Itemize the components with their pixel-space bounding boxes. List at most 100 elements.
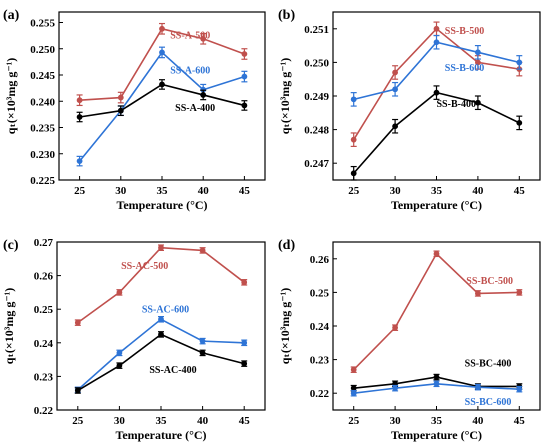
y-tick-label: 0.26 xyxy=(34,271,54,283)
data-point xyxy=(200,92,207,98)
x-tick-label: 45 xyxy=(239,415,251,427)
x-tick-label: 30 xyxy=(390,415,402,427)
y-tick-label: 0.255 xyxy=(30,18,55,30)
data-point xyxy=(392,86,399,93)
series-label: SS-A-500 xyxy=(170,31,210,42)
chart-panel-3: (c) 0.22 0.23 0.24 0.25 0.26 0.27 25 30 35 40 45 Tem… xyxy=(2,237,266,442)
x-axis-title: Temperature (°C) xyxy=(391,428,482,442)
y-tick-label: 0.240 xyxy=(30,96,55,108)
data-point xyxy=(516,386,523,393)
series-SS-A-500: SS-A-500 xyxy=(76,22,248,107)
data-point xyxy=(159,25,165,32)
series-SS-A-600: SS-A-600 xyxy=(76,46,248,167)
y-tick-label: 0.249 xyxy=(304,91,329,103)
y-tick-label: 0.26 xyxy=(310,254,330,266)
y-axis-title: qₜ(×10³mg g⁻¹) xyxy=(278,288,292,364)
data-point xyxy=(516,119,523,126)
data-point xyxy=(433,39,440,46)
series-SS-A-400: SS-A-400 xyxy=(76,79,248,123)
x-tick-label: 25 xyxy=(72,415,84,427)
data-point xyxy=(200,35,207,42)
data-point xyxy=(433,250,440,257)
y-axis-title: qₜ(×10³mg g⁻¹) xyxy=(4,58,18,134)
y-tick-label: 0.22 xyxy=(310,388,330,400)
series-label: SS-B-400 xyxy=(437,99,476,110)
y-tick-label: 0.250 xyxy=(30,44,55,56)
data-point xyxy=(116,289,123,296)
data-point xyxy=(241,339,248,346)
series-line xyxy=(353,252,520,371)
data-point xyxy=(350,136,357,143)
data-point xyxy=(241,279,248,286)
y-axis-title: qₜ(×10³mg g⁻¹) xyxy=(2,288,16,364)
data-point xyxy=(516,59,523,66)
data-point xyxy=(158,316,164,323)
data-point xyxy=(475,59,481,66)
series-label: SS-AC-400 xyxy=(149,365,196,376)
chart-panel-2: (b) 0.247 0.248 0.249 0.250 0.251 25 30 35 40 45 Te… xyxy=(278,8,541,212)
series-label: SS-BC-500 xyxy=(466,276,513,287)
data-point xyxy=(74,387,81,394)
data-point xyxy=(117,107,124,114)
data-point xyxy=(392,69,399,76)
y-tick-label: 0.248 xyxy=(304,125,329,137)
data-point xyxy=(350,385,357,392)
chart-panel-4: (d) 0.22 0.23 0.24 0.25 0.26 25 30 35 40 45 Tempera… xyxy=(278,238,541,442)
data-point xyxy=(159,81,165,88)
series-line xyxy=(77,318,245,391)
y-tick-label: 0.247 xyxy=(304,158,329,170)
series-label: SS-BC-600 xyxy=(465,397,512,408)
data-point xyxy=(159,49,165,56)
data-point xyxy=(241,73,248,80)
x-tick-label: 45 xyxy=(514,415,526,427)
series-line xyxy=(78,51,245,162)
x-tick-label: 40 xyxy=(198,185,210,197)
series-SS-BC-600: SS-BC-600 xyxy=(350,380,523,408)
y-tick-label: 0.24 xyxy=(310,321,330,333)
data-point xyxy=(199,247,206,254)
data-point xyxy=(241,360,248,367)
x-axis-title: Temperature (°C) xyxy=(116,198,207,212)
data-point xyxy=(76,158,83,165)
panel-letter: (b) xyxy=(278,8,295,23)
y-tick-label: 0.24 xyxy=(34,338,54,350)
x-tick-label: 45 xyxy=(239,185,251,197)
data-point xyxy=(116,362,123,369)
series-SS-B-600: SS-B-600 xyxy=(350,34,523,107)
y-tick-label: 0.23 xyxy=(34,371,54,383)
data-point xyxy=(392,385,399,392)
data-point xyxy=(433,89,440,96)
data-point xyxy=(158,244,164,251)
series-label: SS-BC-400 xyxy=(465,358,512,369)
data-point xyxy=(433,374,440,380)
x-tick-label: 40 xyxy=(197,415,209,427)
series-label: SS-B-500 xyxy=(445,26,484,37)
data-point xyxy=(76,114,83,120)
y-tick-label: 0.250 xyxy=(304,57,329,69)
data-point xyxy=(475,49,481,56)
series-label: SS-A-600 xyxy=(170,65,210,76)
y-axis-title: qₜ(×10³mg g⁻¹) xyxy=(278,58,292,134)
y-tick-label: 0.235 xyxy=(30,123,55,135)
x-tick-label: 35 xyxy=(431,185,443,197)
series-label: SS-A-400 xyxy=(175,103,215,114)
data-point xyxy=(475,384,481,391)
data-point xyxy=(475,290,481,297)
data-point xyxy=(350,366,357,373)
x-tick-label: 30 xyxy=(115,185,127,197)
series-SS-AC-400: SS-AC-400 xyxy=(74,331,248,394)
data-point xyxy=(433,380,440,387)
panel-letter: (a) xyxy=(3,8,20,23)
data-point xyxy=(350,390,357,397)
y-tick-label: 0.230 xyxy=(30,149,55,161)
data-point xyxy=(475,99,481,106)
x-tick-label: 45 xyxy=(514,185,526,197)
y-tick-label: 0.251 xyxy=(304,24,329,36)
plot-frame xyxy=(58,11,266,181)
panel-letter: (c) xyxy=(3,238,19,253)
data-point xyxy=(76,97,83,104)
x-tick-label: 30 xyxy=(390,185,402,197)
data-point xyxy=(350,170,357,177)
x-axis-title: Temperature (°C) xyxy=(115,428,206,442)
